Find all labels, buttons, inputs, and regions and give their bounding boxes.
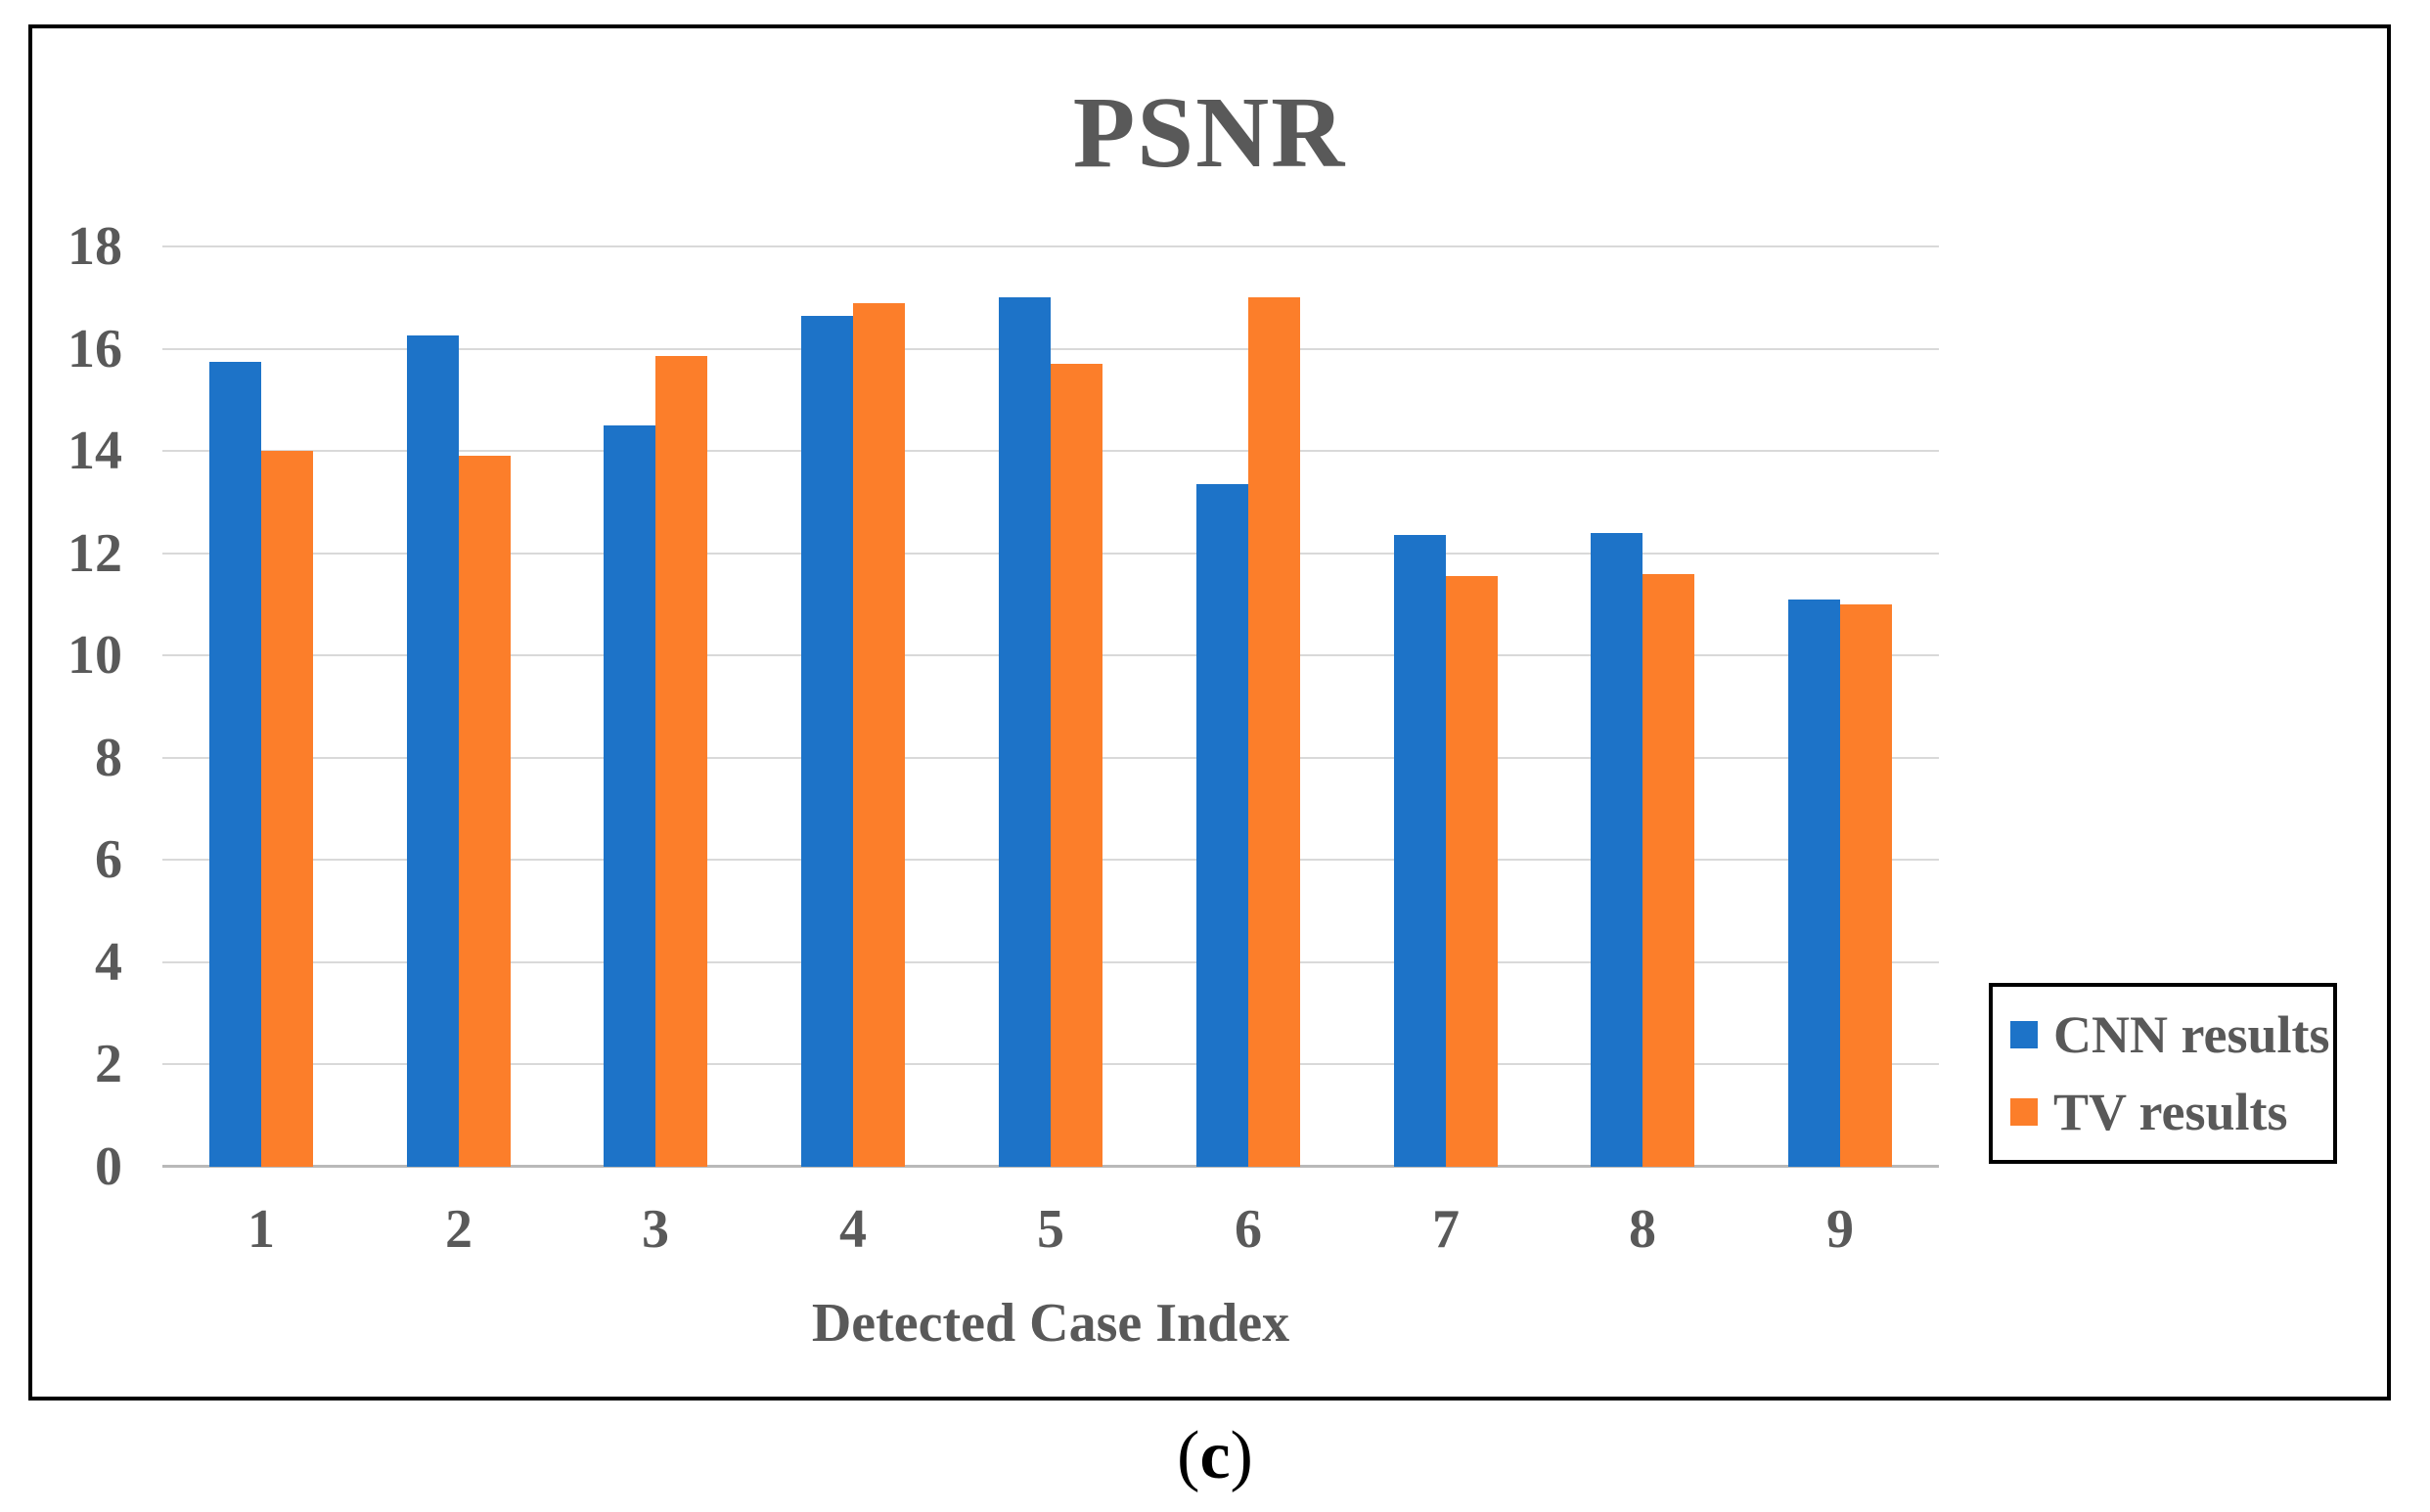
chart-title: PSNR (1072, 76, 1347, 189)
bar-tv-case-1 (261, 451, 313, 1167)
x-tick-label-7: 7 (1432, 1199, 1460, 1260)
legend-entry-cnn: CNN results (2010, 1006, 2333, 1063)
legend-entry-tv: TV results (2010, 1084, 2333, 1140)
x-tick-label-6: 6 (1235, 1199, 1262, 1260)
bar-cnn-case-5 (999, 297, 1051, 1167)
bar-tv-case-3 (655, 356, 707, 1167)
bar-tv-case-9 (1840, 604, 1892, 1167)
figure-caption: (c) (0, 1418, 2430, 1493)
bar-tv-case-8 (1642, 574, 1694, 1167)
caption-letter: c (1199, 1418, 1231, 1493)
bar-tv-case-6 (1248, 297, 1300, 1167)
x-tick-label-2: 2 (445, 1199, 472, 1260)
y-tick-label-6: 6 (95, 829, 122, 890)
y-axis: 0 2 4 6 8 10 12 14 16 18 (32, 219, 122, 1194)
y-tick-label-4: 4 (95, 932, 122, 993)
x-tick-label-1: 1 (248, 1199, 275, 1260)
legend-swatch-cnn-icon (2010, 1021, 2038, 1049)
y-tick-label-12: 12 (68, 523, 122, 584)
gridline-y16 (162, 348, 1939, 350)
x-axis-title: Detected Case Index (811, 1293, 1290, 1354)
bar-cnn-case-6 (1196, 484, 1248, 1167)
bar-cnn-case-2 (407, 335, 459, 1167)
legend: CNN results TV results (1989, 983, 2337, 1164)
x-tick-label-5: 5 (1037, 1199, 1064, 1260)
bar-cnn-case-7 (1394, 535, 1446, 1167)
gridline-y18 (162, 245, 1939, 247)
x-axis: 1 2 3 4 5 6 7 8 9 (162, 1200, 1939, 1259)
x-tick-label-8: 8 (1629, 1199, 1656, 1260)
x-tick-label-3: 3 (642, 1199, 669, 1260)
bar-tv-case-7 (1446, 576, 1498, 1167)
bar-tv-case-4 (853, 303, 905, 1167)
legend-label-tv: TV results (2053, 1082, 2288, 1141)
bar-cnn-case-3 (604, 425, 655, 1167)
bar-cnn-case-4 (801, 316, 853, 1167)
bar-tv-case-2 (459, 456, 511, 1167)
caption-open-paren: ( (1177, 1418, 1200, 1493)
plot-area (162, 245, 1939, 1168)
y-tick-label-14: 14 (68, 421, 122, 481)
y-tick-label-18: 18 (68, 216, 122, 277)
bar-cnn-case-8 (1591, 533, 1642, 1167)
y-tick-label-16: 16 (68, 319, 122, 379)
bar-cnn-case-9 (1788, 600, 1840, 1167)
legend-swatch-tv-icon (2010, 1097, 2038, 1126)
y-tick-label-2: 2 (95, 1034, 122, 1094)
y-tick-label-0: 0 (95, 1136, 122, 1197)
bar-cnn-case-1 (209, 362, 261, 1167)
y-tick-label-10: 10 (68, 625, 122, 686)
caption-close-paren: ) (1230, 1418, 1253, 1493)
x-tick-label-4: 4 (839, 1199, 867, 1260)
legend-label-cnn: CNN results (2053, 1005, 2330, 1065)
x-tick-label-9: 9 (1826, 1199, 1854, 1260)
bar-tv-case-5 (1051, 364, 1102, 1167)
y-tick-label-8: 8 (95, 728, 122, 788)
